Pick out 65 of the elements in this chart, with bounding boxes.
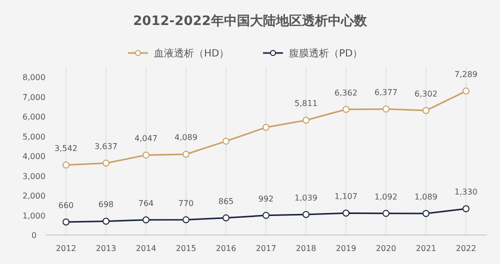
- point: [342, 210, 350, 217]
- x-tick-label: 2018: [296, 244, 316, 253]
- x-tick-label: 2013: [96, 244, 116, 253]
- x-tick-label: 2021: [416, 244, 436, 253]
- data-label: 698: [98, 200, 114, 210]
- y-tick-label: 2,000: [22, 192, 46, 200]
- point: [142, 152, 150, 159]
- x-tick-label: 2014: [136, 244, 156, 253]
- point: [62, 162, 70, 169]
- point: [422, 107, 430, 114]
- x-tick-label: 2017: [256, 244, 276, 253]
- point: [302, 116, 310, 124]
- data-label: 865: [218, 196, 234, 206]
- data-label: 992: [258, 194, 274, 204]
- point: [382, 106, 390, 113]
- point: [342, 106, 350, 113]
- y-tick-label: 5,000: [22, 132, 46, 142]
- point: [222, 138, 230, 145]
- data-label: 6,302: [414, 90, 438, 99]
- point: [182, 150, 190, 158]
- point: [462, 88, 470, 95]
- data-label: 770: [178, 198, 194, 208]
- data-label: 1,089: [414, 192, 438, 202]
- point: [102, 160, 110, 167]
- y-tick-label: 8,000: [22, 73, 46, 82]
- x-tick-label: 2022: [456, 244, 476, 253]
- data-label: 6,377: [374, 88, 398, 98]
- y-tick-label: 3,000: [22, 172, 46, 181]
- x-tick-label: 2015: [176, 244, 196, 253]
- point: [262, 124, 270, 131]
- data-label: 6,362: [334, 88, 358, 98]
- data-label: 7,289: [454, 70, 478, 80]
- point: [382, 210, 390, 217]
- chart-title: 2012-2022年中国大陆地区透析中心数: [133, 13, 368, 29]
- point: [222, 214, 230, 222]
- point: [62, 218, 70, 226]
- data-label: 4,089: [174, 133, 198, 142]
- x-tick-label: 2016: [216, 244, 236, 253]
- point: [102, 218, 110, 225]
- legend-label: 腹膜透析（PD）: [289, 48, 363, 60]
- data-label: 3,637: [94, 142, 118, 152]
- y-tick-label: 1,000: [22, 211, 46, 220]
- point: [422, 210, 430, 217]
- point: [302, 210, 310, 218]
- data-label: 1,107: [334, 192, 358, 202]
- legend-label: 血液透析（HD）: [154, 48, 230, 60]
- data-label: 4,047: [134, 134, 158, 144]
- x-tick-label: 2012: [56, 244, 76, 253]
- data-label: 764: [138, 198, 154, 208]
- x-tick-label: 2019: [336, 244, 356, 253]
- y-tick-label: 0: [31, 231, 37, 240]
- y-tick-label: 4,000: [22, 152, 46, 161]
- point: [462, 205, 470, 212]
- data-label: 1,092: [374, 192, 398, 202]
- y-tick-label: 7,000: [22, 92, 46, 102]
- data-label: 3,542: [54, 144, 78, 154]
- data-label: 660: [58, 200, 74, 210]
- data-label: 5,811: [294, 99, 318, 108]
- data-label: 1,330: [454, 188, 478, 197]
- point: [182, 216, 190, 224]
- x-tick-label: 2020: [376, 244, 396, 253]
- point: [142, 216, 150, 224]
- y-tick-label: 6,000: [22, 112, 46, 122]
- point: [262, 212, 270, 219]
- data-label: 1,039: [294, 193, 318, 202]
